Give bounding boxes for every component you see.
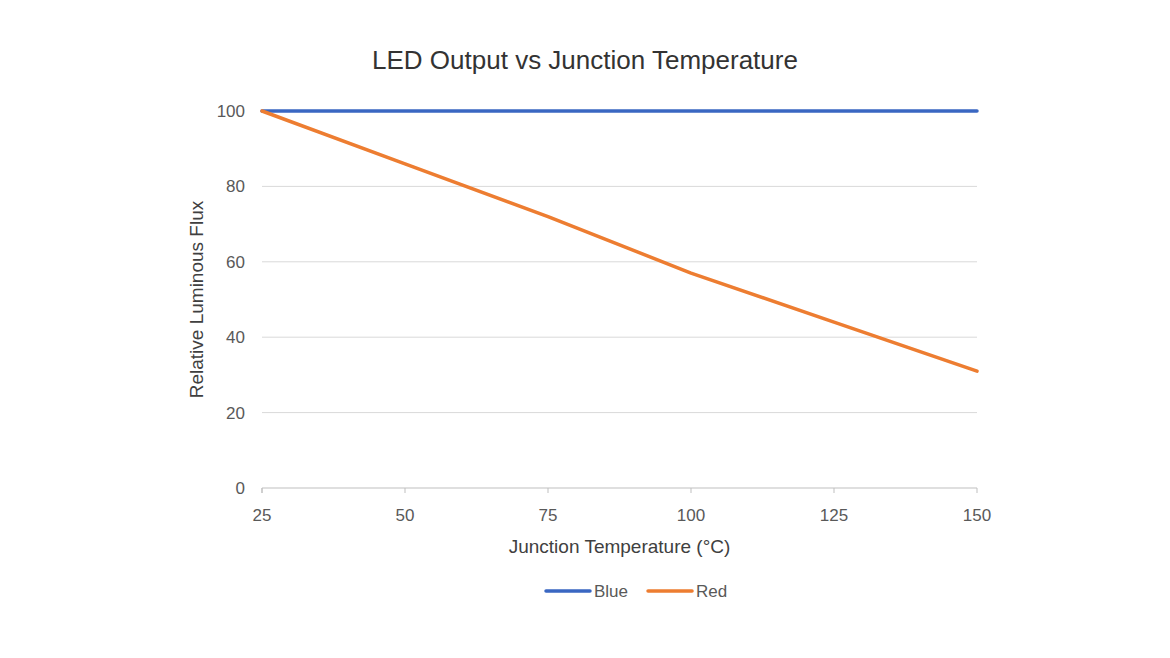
y-grid-line [262, 111, 977, 112]
x-axis-label: Junction Temperature (°C) [509, 536, 731, 557]
x-tick [548, 488, 549, 493]
x-tick-label: 50 [396, 506, 415, 525]
background [0, 0, 1170, 658]
x-axis-start [262, 488, 263, 493]
y-tick-label: 80 [226, 177, 245, 196]
x-tick [262, 488, 263, 493]
legend-swatch [546, 589, 590, 593]
y-axis-label: Relative Luminous Flux [186, 200, 207, 398]
x-tick-label: 100 [677, 506, 705, 525]
y-tick-label: 40 [226, 328, 245, 347]
y-grid-line [262, 261, 977, 262]
x-tick [977, 488, 978, 493]
y-grid-line [262, 186, 977, 187]
y-tick-label: 100 [217, 102, 245, 121]
y-tick-label: 20 [226, 404, 245, 423]
x-tick-label: 125 [820, 506, 848, 525]
y-grid-line [262, 412, 977, 413]
legend-label: Red [696, 582, 727, 601]
x-tick [405, 488, 406, 493]
y-grid-line [262, 337, 977, 338]
legend-label: Blue [594, 582, 628, 601]
x-tick [691, 488, 692, 493]
plot-area [262, 111, 977, 371]
y-grid-line [262, 488, 977, 489]
series-line [262, 111, 977, 371]
y-tick-label: 60 [226, 253, 245, 272]
y-tick-label: 0 [236, 479, 245, 498]
chart: LED Output vs Junction Temperature 0 20 40 6… [0, 0, 1170, 658]
legend-swatch [648, 589, 692, 593]
title: LED Output vs Junction Temperature [372, 45, 798, 75]
x-tick [834, 488, 835, 493]
x-tick-label: 150 [963, 506, 991, 525]
series-line [262, 109, 977, 113]
x-tick-label: 75 [539, 506, 558, 525]
x-tick-label: 25 [253, 506, 272, 525]
